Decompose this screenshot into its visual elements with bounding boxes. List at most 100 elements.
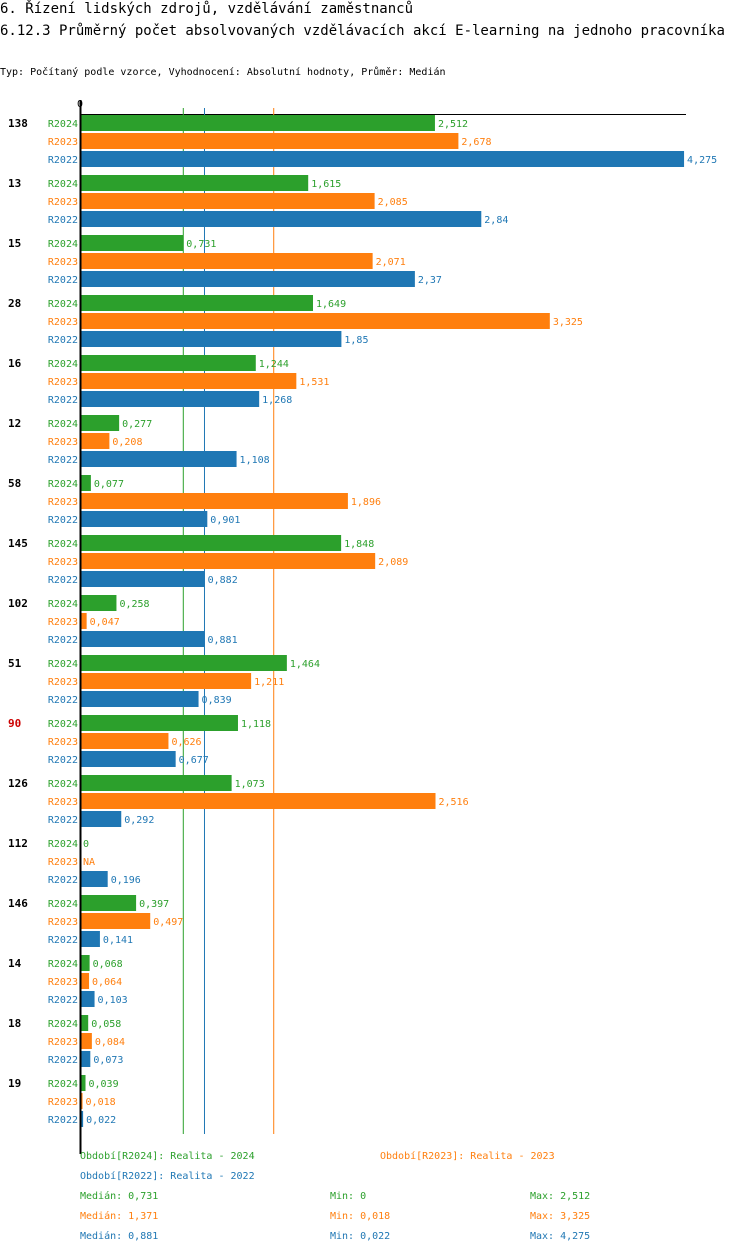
- value-label: 3,325: [553, 317, 583, 328]
- bar-112-r2022: [80, 871, 108, 887]
- series-label: R2022: [48, 335, 78, 346]
- max-r2024: Max: 2,512: [530, 1191, 591, 1202]
- bar-138-r2024: [80, 115, 435, 131]
- bar-58-r2022: [80, 511, 208, 527]
- min-r2022: Min: 0,022: [330, 1231, 391, 1242]
- series-label: R2022: [48, 455, 78, 466]
- value-label: 2,678: [461, 137, 491, 148]
- series-label: R2023: [48, 977, 78, 988]
- series-label: R2023: [48, 317, 78, 328]
- category-label-19: 19: [8, 1077, 21, 1090]
- category-label-18: 18: [8, 1017, 21, 1030]
- min-r2023: Min: 0,018: [330, 1211, 391, 1222]
- value-label: 1,85: [344, 335, 368, 346]
- bar-146-r2024: [80, 895, 137, 911]
- series-label: R2022: [48, 695, 78, 706]
- bar-126-r2024: [80, 775, 232, 791]
- bar-90-r2024: [80, 715, 238, 731]
- bar-126-r2023: [80, 793, 436, 809]
- bar-19-r2024: [80, 1075, 86, 1091]
- chart-info: Typ: Počítaný podle vzorce, Vyhodnocení:…: [0, 67, 446, 78]
- bar-145-r2023: [80, 553, 376, 569]
- series-label: R2024: [48, 419, 78, 430]
- bar-145-r2024: [80, 535, 342, 551]
- series-label: R2022: [48, 275, 78, 286]
- category-label-146: 146: [8, 897, 28, 910]
- bar-51-r2024: [80, 655, 287, 671]
- value-label: 0,882: [208, 575, 238, 586]
- series-label: R2024: [48, 659, 78, 670]
- value-label: 1,615: [311, 179, 341, 190]
- series-label: R2023: [48, 257, 78, 268]
- bar-146-r2022: [80, 931, 100, 947]
- bar-126-r2022: [80, 811, 122, 827]
- value-label: 0,073: [93, 1055, 123, 1066]
- median-r2024: Medián: 0,731: [80, 1191, 159, 1202]
- bar-51-r2023: [80, 673, 252, 689]
- series-label: R2024: [48, 599, 78, 610]
- bar-13-r2024: [80, 175, 309, 191]
- category-label-15: 15: [8, 237, 21, 250]
- bar-14-r2023: [80, 973, 90, 989]
- value-label: 0,292: [124, 815, 154, 826]
- bar-13-r2023: [80, 193, 375, 209]
- category-label-58: 58: [8, 477, 21, 490]
- bar-90-r2022: [80, 751, 176, 767]
- series-label: R2024: [48, 299, 78, 310]
- series-label: R2022: [48, 635, 78, 646]
- value-label: 0,018: [86, 1097, 116, 1108]
- bar-12-r2024: [80, 415, 120, 431]
- series-label: R2022: [48, 515, 78, 526]
- category-label-51: 51: [8, 657, 22, 670]
- value-label: 2,516: [439, 797, 469, 808]
- value-label: 0,047: [90, 617, 120, 628]
- series-label: R2024: [48, 359, 78, 370]
- category-label-13: 13: [8, 177, 21, 190]
- bar-138-r2023: [80, 133, 459, 149]
- value-label: 0,626: [171, 737, 201, 748]
- category-label-126: 126: [8, 777, 28, 790]
- value-label: 0,141: [103, 935, 133, 946]
- value-label: 0,039: [89, 1079, 119, 1090]
- bar-51-r2022: [80, 691, 199, 707]
- category-label-112: 112: [8, 837, 28, 850]
- bar-13-r2022: [80, 211, 482, 227]
- value-label: 1,108: [240, 455, 270, 466]
- series-label: R2023: [48, 437, 78, 448]
- bar-28-r2022: [80, 331, 342, 347]
- series-label: R2022: [48, 875, 78, 886]
- series-label: R2024: [48, 959, 78, 970]
- value-label: 0,022: [86, 1115, 116, 1126]
- max-r2023: Max: 3,325: [530, 1211, 591, 1222]
- value-label: 2,071: [376, 257, 406, 268]
- max-r2022: Max: 4,275: [530, 1231, 591, 1242]
- series-label: R2024: [48, 239, 78, 250]
- bar-102-r2024: [80, 595, 117, 611]
- category-label-16: 16: [8, 357, 22, 370]
- bar-102-r2022: [80, 631, 205, 647]
- bar-90-r2023: [80, 733, 169, 749]
- bar-16-r2024: [80, 355, 256, 371]
- bar-15-r2023: [80, 253, 373, 269]
- bar-16-r2022: [80, 391, 260, 407]
- bar-14-r2022: [80, 991, 95, 1007]
- value-label: 0,103: [98, 995, 128, 1006]
- series-label: R2024: [48, 479, 78, 490]
- bar-12-r2022: [80, 451, 237, 467]
- bar-18-r2022: [80, 1051, 91, 1067]
- value-label: 2,84: [484, 215, 508, 226]
- value-label: 1,268: [262, 395, 292, 406]
- value-label: 0,084: [95, 1037, 125, 1048]
- value-label: 1,896: [351, 497, 381, 508]
- series-label: R2023: [48, 197, 78, 208]
- min-r2024: Min: 0: [330, 1191, 367, 1202]
- bar-18-r2024: [80, 1015, 89, 1031]
- series-label: R2022: [48, 755, 78, 766]
- value-label: 2,085: [378, 197, 408, 208]
- value-label: 0,397: [139, 899, 169, 910]
- series-label: R2024: [48, 899, 78, 910]
- bar-146-r2023: [80, 913, 151, 929]
- bar-102-r2023: [80, 613, 87, 629]
- series-label: R2022: [48, 215, 78, 226]
- value-label: 0,058: [91, 1019, 121, 1030]
